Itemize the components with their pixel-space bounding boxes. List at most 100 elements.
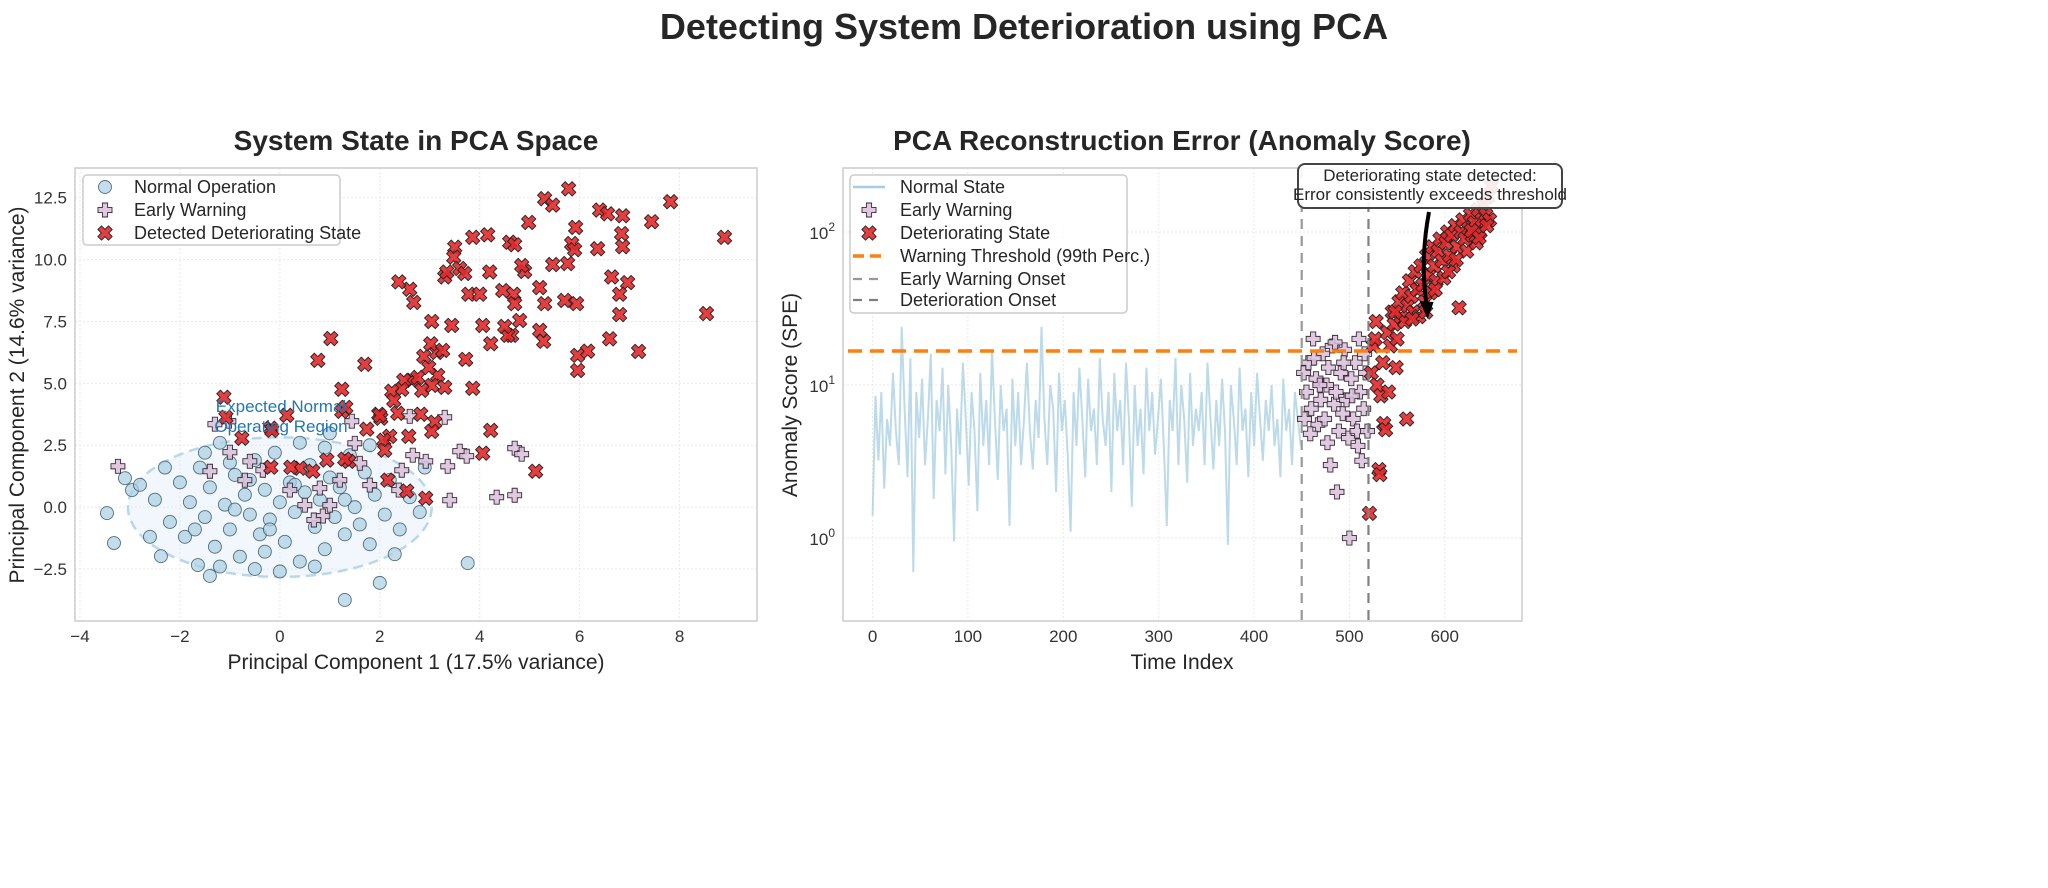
normal-point: [190, 558, 205, 573]
deteriorating-point: [630, 343, 647, 360]
deteriorating-point: [1380, 384, 1397, 400]
normal-point: [322, 426, 337, 441]
legend-early-warning-onset: Early Warning Onset: [900, 269, 1065, 289]
x-tick-label: 0: [275, 627, 284, 646]
normal-point: [392, 522, 407, 537]
early-warning-point: [1305, 331, 1321, 347]
y-tick-label: 102: [809, 220, 835, 243]
figure-title: Detecting System Deterioration using PCA: [660, 6, 1388, 47]
pca-scatter-panel: System State in PCA Space Expected Norma…: [6, 125, 758, 674]
early-warning-point: [207, 416, 223, 432]
deteriorating-point: [1398, 411, 1415, 427]
normal-point: [177, 529, 192, 544]
deteriorating-point: [264, 422, 280, 439]
y-tick-label: 12.5: [34, 189, 67, 208]
deteriorating-point: [334, 381, 350, 398]
normal-point: [162, 515, 177, 529]
deteriorating-point: [400, 428, 417, 445]
deteriorating-point: [611, 286, 628, 303]
legend-normal-state: Normal State: [900, 177, 1005, 197]
deteriorating-point: [283, 459, 299, 476]
annotation-line-2: Error consistently exceeds threshold: [1293, 185, 1567, 204]
deteriorating-point: [420, 359, 437, 376]
deteriorating-point: [613, 225, 630, 242]
early-warning-point: [1350, 438, 1366, 454]
deteriorating-point: [464, 229, 481, 246]
normal-point: [277, 534, 292, 549]
deteriorating-point: [434, 342, 451, 359]
early-warning-point: [1341, 530, 1357, 546]
early-warning-point: [282, 482, 298, 498]
x-tick-label: 0: [868, 627, 877, 646]
early-warning-point: [1356, 401, 1372, 417]
deteriorating-point: [482, 335, 499, 352]
normal-point: [272, 495, 287, 510]
deteriorating-point: [357, 356, 373, 373]
deteriorating-point: [599, 206, 616, 222]
early-warning-point: [1299, 384, 1314, 400]
early-warning-point: [1336, 355, 1352, 371]
deteriorating-point: [520, 214, 537, 231]
y-tick-label: 7.5: [43, 312, 67, 331]
deteriorating-point: [698, 305, 715, 322]
normal-point: [362, 438, 377, 453]
deteriorating-point: [1372, 466, 1388, 483]
scatter-points: [100, 181, 733, 607]
normal-point: [157, 460, 172, 475]
early-warning-point: [202, 463, 218, 479]
y-tick-label: −2.5: [33, 560, 67, 579]
y-tick-label: 10.0: [34, 251, 67, 270]
deteriorating-point: [305, 463, 321, 480]
deteriorating-point: [471, 286, 488, 303]
early-warning-point: [1320, 435, 1335, 451]
early-warning-point: [242, 453, 258, 469]
normal-point: [347, 500, 362, 515]
early-warning-point: [1310, 417, 1326, 433]
early-warning-point: [402, 408, 418, 424]
legend-deterioration-onset: Deterioration Onset: [900, 290, 1056, 310]
tick-base: 10: [809, 530, 828, 549]
early-warning-point: [1328, 384, 1344, 400]
early-warning-point: [418, 453, 434, 469]
normal-point: [352, 517, 367, 532]
deteriorating-point: [662, 193, 679, 210]
early-warning-point: [1306, 350, 1322, 366]
normal-point: [207, 539, 222, 554]
axis-ticks: −4 −2 0 2 4 6 8 −2.5 0.0 2.5 5.0 7.5 10.0 12.5: [33, 189, 684, 646]
early-warning-point: [312, 480, 328, 496]
deteriorating-point: [1367, 331, 1383, 347]
deteriorating-point: [337, 451, 353, 467]
normal-point: [262, 522, 277, 537]
deteriorating-point: [1388, 359, 1404, 376]
annotation-line-1: Deteriorating state detected:: [1323, 166, 1537, 185]
deteriorating-point: [513, 257, 530, 274]
normal-point: [237, 487, 252, 502]
x-tick-label: 4: [475, 627, 484, 646]
tick-base: 10: [809, 224, 828, 243]
tick-exponent: 2: [828, 220, 835, 234]
deteriorating-point: [413, 382, 430, 399]
normal-point: [153, 549, 168, 564]
y-tick-label: 5.0: [43, 374, 67, 393]
deteriorating-point: [568, 295, 585, 312]
early-warning-point: [442, 492, 458, 508]
x-tick-label: 8: [675, 627, 684, 646]
deteriorating-point: [401, 281, 418, 298]
deteriorating-point: [614, 238, 631, 255]
normal-point: [197, 445, 212, 460]
early-warning-point: [322, 497, 338, 513]
plot-frame: [74, 167, 758, 622]
normal-point: [257, 482, 272, 497]
early-warning-point: [1343, 371, 1359, 387]
legend-early-warning: Early Warning: [900, 200, 1012, 220]
normal-point: [212, 435, 227, 450]
deteriorating-point: [527, 463, 544, 480]
deteriorating-point: [389, 405, 406, 422]
x-tick-label: 200: [1049, 627, 1077, 646]
deteriorating-point: [1427, 281, 1443, 298]
deteriorating-point: [359, 421, 375, 437]
x-tick-label: 300: [1144, 627, 1172, 646]
early-warning-point: [1297, 411, 1313, 427]
x-tick-label: 400: [1240, 627, 1268, 646]
deteriorating-point: [412, 406, 429, 423]
